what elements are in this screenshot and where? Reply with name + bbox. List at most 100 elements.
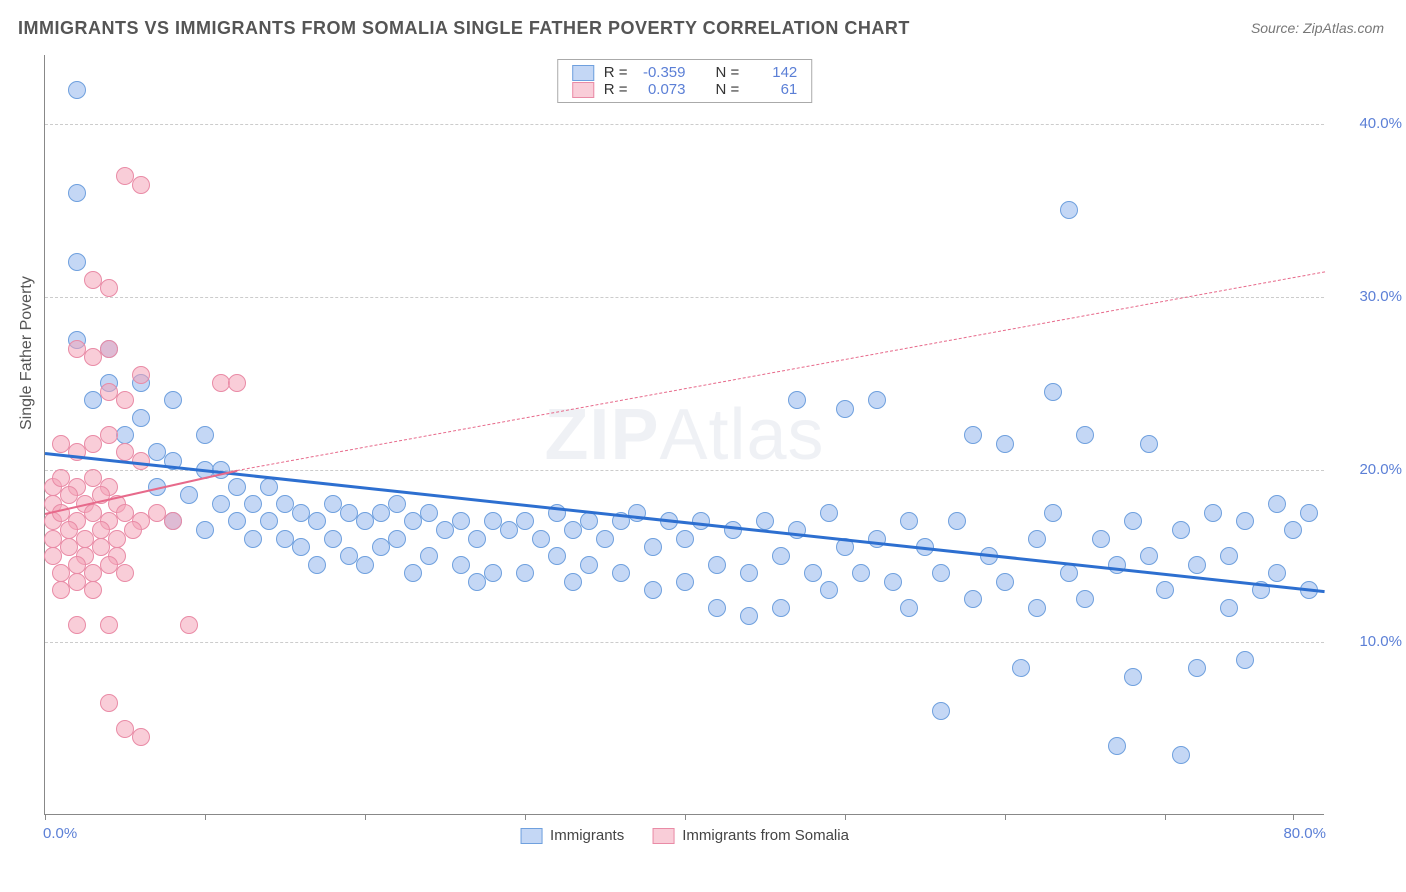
scatter-point-immigrants <box>420 504 438 522</box>
x-tick-mark <box>525 814 526 820</box>
gridline-h <box>45 642 1324 643</box>
scatter-point-immigrants <box>324 530 342 548</box>
scatter-point-immigrants <box>516 512 534 530</box>
stat-R-label: R = <box>604 81 628 98</box>
scatter-point-immigrants <box>1028 530 1046 548</box>
scatter-point-immigrants <box>308 512 326 530</box>
scatter-point-immigrants <box>244 530 262 548</box>
scatter-point-immigrants <box>708 599 726 617</box>
stats-row: R =-0.359N =142 <box>572 64 798 81</box>
scatter-point-immigrants <box>1140 547 1158 565</box>
scatter-point-somalia <box>164 512 182 530</box>
gridline-h <box>45 297 1324 298</box>
x-tick-mark <box>1293 814 1294 820</box>
scatter-point-immigrants <box>1140 435 1158 453</box>
legend-label: Immigrants <box>550 827 624 844</box>
stat-N-label: N = <box>716 81 740 98</box>
legend-swatch <box>572 82 594 98</box>
scatter-point-immigrants <box>196 426 214 444</box>
scatter-point-immigrants <box>948 512 966 530</box>
x-tick-mark <box>1165 814 1166 820</box>
scatter-point-immigrants <box>1268 495 1286 513</box>
chart-title: IMMIGRANTS VS IMMIGRANTS FROM SOMALIA SI… <box>18 18 910 39</box>
scatter-point-immigrants <box>532 530 550 548</box>
scatter-point-immigrants <box>1188 556 1206 574</box>
scatter-point-immigrants <box>820 581 838 599</box>
scatter-point-immigrants <box>180 486 198 504</box>
scatter-point-immigrants <box>708 556 726 574</box>
scatter-point-immigrants <box>548 547 566 565</box>
source-label: Source: ZipAtlas.com <box>1251 20 1384 36</box>
scatter-point-immigrants <box>356 512 374 530</box>
scatter-point-immigrants <box>596 530 614 548</box>
scatter-point-immigrants <box>484 564 502 582</box>
scatter-point-immigrants <box>804 564 822 582</box>
y-tick-label: 30.0% <box>1332 288 1402 305</box>
scatter-point-immigrants <box>1300 504 1318 522</box>
scatter-point-immigrants <box>772 599 790 617</box>
scatter-point-somalia <box>100 694 118 712</box>
scatter-point-immigrants <box>1156 581 1174 599</box>
scatter-point-immigrants <box>1060 564 1078 582</box>
scatter-point-immigrants <box>1124 512 1142 530</box>
trend-line-dashed <box>237 271 1325 471</box>
x-tick-mark <box>1005 814 1006 820</box>
scatter-point-immigrants <box>196 521 214 539</box>
scatter-point-immigrants <box>1236 651 1254 669</box>
scatter-point-immigrants <box>356 556 374 574</box>
legend-bottom: Immigrants Immigrants from Somalia <box>520 827 849 844</box>
x-tick-mark <box>205 814 206 820</box>
scatter-point-immigrants <box>1172 521 1190 539</box>
scatter-point-immigrants <box>820 504 838 522</box>
scatter-point-immigrants <box>1012 659 1030 677</box>
scatter-point-immigrants <box>436 521 454 539</box>
scatter-point-immigrants <box>884 573 902 591</box>
scatter-point-immigrants <box>1044 504 1062 522</box>
scatter-point-somalia <box>100 426 118 444</box>
scatter-point-immigrants <box>420 547 438 565</box>
scatter-point-immigrants <box>292 538 310 556</box>
plot-area: ZIPAtlas R =-0.359N =142R =0.073N =61 Im… <box>44 55 1324 815</box>
stat-N-value: 61 <box>749 81 797 98</box>
scatter-point-immigrants <box>1172 746 1190 764</box>
scatter-point-somalia <box>44 547 62 565</box>
scatter-point-immigrants <box>516 564 534 582</box>
scatter-point-somalia <box>100 340 118 358</box>
scatter-point-immigrants <box>964 590 982 608</box>
scatter-point-immigrants <box>68 184 86 202</box>
scatter-point-immigrants <box>644 538 662 556</box>
scatter-point-immigrants <box>932 702 950 720</box>
scatter-point-somalia <box>116 564 134 582</box>
stat-R-label: R = <box>604 64 628 81</box>
scatter-point-immigrants <box>388 530 406 548</box>
scatter-point-immigrants <box>676 573 694 591</box>
scatter-point-immigrants <box>1124 668 1142 686</box>
legend-item: Immigrants from Somalia <box>652 827 849 844</box>
scatter-point-immigrants <box>996 435 1014 453</box>
scatter-point-somalia <box>116 391 134 409</box>
scatter-point-immigrants <box>868 391 886 409</box>
scatter-point-immigrants <box>452 512 470 530</box>
stat-R-value: 0.073 <box>638 81 686 98</box>
scatter-point-immigrants <box>1204 504 1222 522</box>
stat-N-value: 142 <box>749 64 797 81</box>
scatter-point-immigrants <box>836 400 854 418</box>
scatter-point-immigrants <box>1060 201 1078 219</box>
scatter-point-immigrants <box>308 556 326 574</box>
scatter-point-immigrants <box>116 426 134 444</box>
scatter-point-immigrants <box>676 530 694 548</box>
y-tick-label: 10.0% <box>1332 633 1402 650</box>
scatter-point-immigrants <box>452 556 470 574</box>
x-axis-max-label: 80.0% <box>1283 825 1326 842</box>
legend-item: Immigrants <box>520 827 624 844</box>
scatter-point-somalia <box>84 348 102 366</box>
scatter-point-immigrants <box>756 512 774 530</box>
scatter-point-immigrants <box>164 391 182 409</box>
scatter-point-immigrants <box>1236 512 1254 530</box>
scatter-point-immigrants <box>1076 590 1094 608</box>
legend-swatch <box>572 65 594 81</box>
scatter-point-immigrants <box>852 564 870 582</box>
legend-swatch <box>520 828 542 844</box>
scatter-point-immigrants <box>1268 564 1286 582</box>
scatter-point-immigrants <box>644 581 662 599</box>
